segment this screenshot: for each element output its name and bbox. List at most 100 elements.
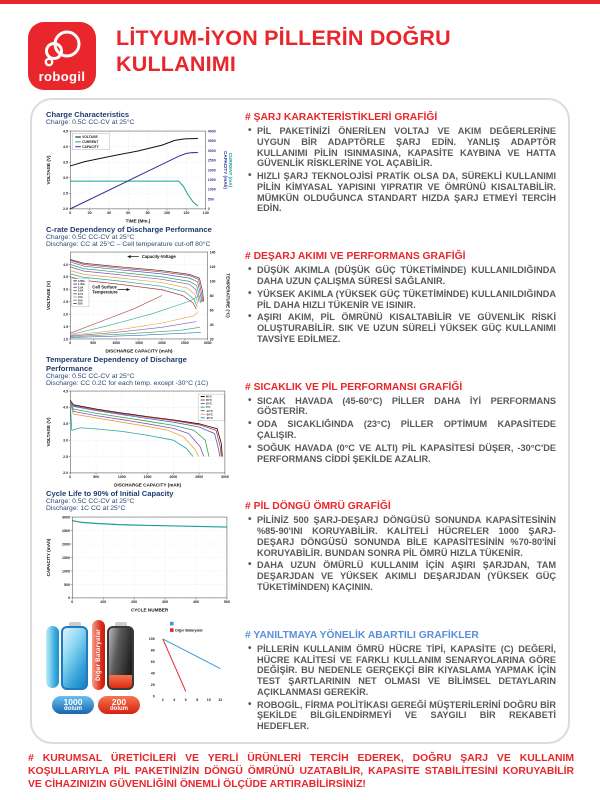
svg-text:500: 500 [90,341,96,345]
svg-text:120: 120 [210,265,216,269]
svg-text:10: 10 [207,698,211,702]
svg-text:120: 120 [183,211,189,215]
content-box: Charge Characteristics Charge: 0.5C CC-C… [30,98,570,744]
svg-text:3.5: 3.5 [63,275,68,279]
page-title: LİTYUM-İYON PİLLERİN DOĞRU KULLANIMI [116,26,451,78]
svg-text:1500: 1500 [135,341,143,345]
svg-text:VOLTAGE (V): VOLTAGE (V) [46,417,51,447]
bullet-item: HIZLI ŞARJ TEKNOLOJİSİ PRATİK OLSA DA, S… [248,170,556,214]
svg-text:60: 60 [151,660,155,664]
svg-text:4000: 4000 [208,129,216,133]
svg-text:3.5: 3.5 [63,422,68,426]
svg-text:3500: 3500 [208,139,216,143]
svg-text:2000: 2000 [62,542,70,546]
svg-text:2500: 2500 [195,475,203,479]
battery-body [61,625,88,690]
svg-text:2.5: 2.5 [63,192,68,196]
svg-text:3000: 3000 [204,341,212,345]
svg-text:2500: 2500 [181,341,189,345]
svg-text:0: 0 [68,596,70,600]
svg-text:80: 80 [210,294,214,298]
footer-callout: # KURUMSAL ÜRETİCİLERİ VE YERLİ ÜRÜNLERİ… [28,753,574,790]
lifespan-comparison-chart: 2 4 6 8 10 12 0 20 40 60 80 100 Diğer Bataryalar [146,618,230,706]
svg-text:2500: 2500 [62,529,70,533]
svg-text:2.9A: 2.9A [78,286,83,289]
section-heading: # ŞARJ KARAKTERİSTİKLERİ GRAFİĞİ [245,112,438,123]
svg-text:60: 60 [126,211,130,215]
bullet-list: DÜŞÜK AKIMLA (DÜŞÜK GÜÇ TÜKETİMİNDE) KUL… [245,264,556,344]
full-battery-bar [46,625,59,688]
bullet-item: SICAK HAVADA (45-60°C) PİLLER DAHA İYİ P… [248,395,556,418]
svg-text:-20°C: -20°C [206,412,213,416]
svg-text:VOLTAGE (V): VOLTAGE (V) [46,280,51,310]
svg-text:1.5: 1.5 [63,325,68,329]
low-charge-level [109,674,132,688]
logo-wordmark: robogil [38,69,86,84]
svg-text:3000: 3000 [221,475,229,479]
svg-text:3.5: 3.5 [63,161,68,165]
temperature-discharge-chart: Temperature Dependency of Discharge Perf… [46,355,233,488]
svg-text:3.0: 3.0 [63,176,68,180]
svg-text:3000: 3000 [62,515,70,519]
svg-text:CAPACITY (mAh): CAPACITY (mAh) [46,538,51,576]
chart-canvas: 0 500 1000 1500 2000 2500 3000 1.0 1.5 2.0 2.5 3.0 3… [46,248,233,354]
svg-text:0: 0 [71,600,73,604]
bullet-item: PİLLERİN KULLANIM ÖMRÜ HÜCRE TİPİ, KAPAS… [248,643,556,698]
svg-text:0.58A: 0.58A [78,280,85,283]
svg-text:0: 0 [208,207,210,211]
page-title-line2: KULLANIMI [116,51,237,76]
svg-text:2000: 2000 [208,168,216,172]
svg-text:40: 40 [107,211,111,215]
svg-text:-30°C: -30°C [206,416,213,420]
svg-text:25A: 25A [78,303,83,306]
svg-text:200: 200 [131,600,137,604]
svg-text:60°C: 60°C [206,395,212,399]
svg-text:20: 20 [88,211,92,215]
svg-text:0: 0 [69,341,71,345]
chart-title: Cycle Life to 90% of Initial Capacity [46,488,174,498]
charts-column: Charge Characteristics Charge: 0.5C CC-C… [46,110,233,734]
other-batteries-label: Diğer Bataryalar [95,629,102,681]
svg-text:TEMPERATURE (°C): TEMPERATURE (°C) [225,273,230,318]
bullet-list: SICAK HAVADA (45-60°C) PİLLER DAHA İYİ P… [245,395,556,465]
svg-text:140: 140 [210,250,216,254]
charge-count-badge-robogil: 1000 dolum [52,695,94,714]
svg-text:VOLTAGE (V): VOLTAGE (V) [46,155,51,185]
section-cycle-life: # PİL DÖNGÜ ÖMRÜ GRAFİĞİ PİLİNİZ 500 ŞAR… [245,501,556,594]
svg-text:-10°C: -10°C [206,409,213,413]
svg-text:VOLTAGE: VOLTAGE [82,135,98,139]
svg-text:1.45A: 1.45A [78,283,85,286]
svg-text:8: 8 [196,698,198,702]
svg-text:3.0: 3.0 [63,438,68,442]
empty-battery-icon [107,621,134,690]
svg-text:Diğer Bataryalar: Diğer Bataryalar [175,628,203,632]
svg-text:20A: 20A [78,299,83,302]
svg-text:DISCHARGE CAPACITY (mAh): DISCHARGE CAPACITY (mAh) [114,483,181,488]
svg-text:0: 0 [153,694,155,698]
svg-text:40: 40 [151,671,155,675]
svg-text:2.5: 2.5 [63,455,68,459]
svg-text:500: 500 [224,600,230,604]
bullet-item: ROBOGİL, FİRMA POLİTİKASI GEREĞİ MÜŞTERİ… [248,699,556,732]
section-heading: # SICAKLIK VE PİL PERFORMANSI GRAFİĞİ [245,381,463,393]
full-battery-icon [61,621,88,690]
svg-text:15A: 15A [78,296,83,299]
charge-count-badge-other: 200 dolum [98,695,140,714]
svg-text:4: 4 [173,698,175,702]
svg-text:2000: 2000 [158,341,166,345]
svg-text:2500: 2500 [208,159,216,163]
svg-text:400: 400 [193,600,199,604]
bullet-list: PİL PAKETİNİZİ ÖNERİLEN VOLTAJ VE AKIM D… [245,125,556,214]
svg-text:Capacity-Voltage: Capacity-Voltage [142,254,177,259]
svg-text:4.0: 4.0 [63,263,68,267]
chart-canvas: 0 500 1000 1500 2000 2500 3000 2.0 2.5 3.0 3.5 4.0 4… [46,387,233,488]
chart-subtitle: Charge: 0.5C CC-CV at 25°C [46,497,135,505]
svg-text:1000: 1000 [118,475,126,479]
svg-text:CAPACITY: CAPACITY [82,145,100,149]
chart-subtitle: Charge: 0.5C CC-CV at 25°C [46,119,135,126]
svg-text:500: 500 [93,475,99,479]
section-charge-characteristics: # ŞARJ KARAKTERİSTİKLERİ GRAFİĞİ PİL PAK… [245,112,556,216]
svg-text:0: 0 [69,475,71,479]
svg-text:6: 6 [185,698,187,702]
